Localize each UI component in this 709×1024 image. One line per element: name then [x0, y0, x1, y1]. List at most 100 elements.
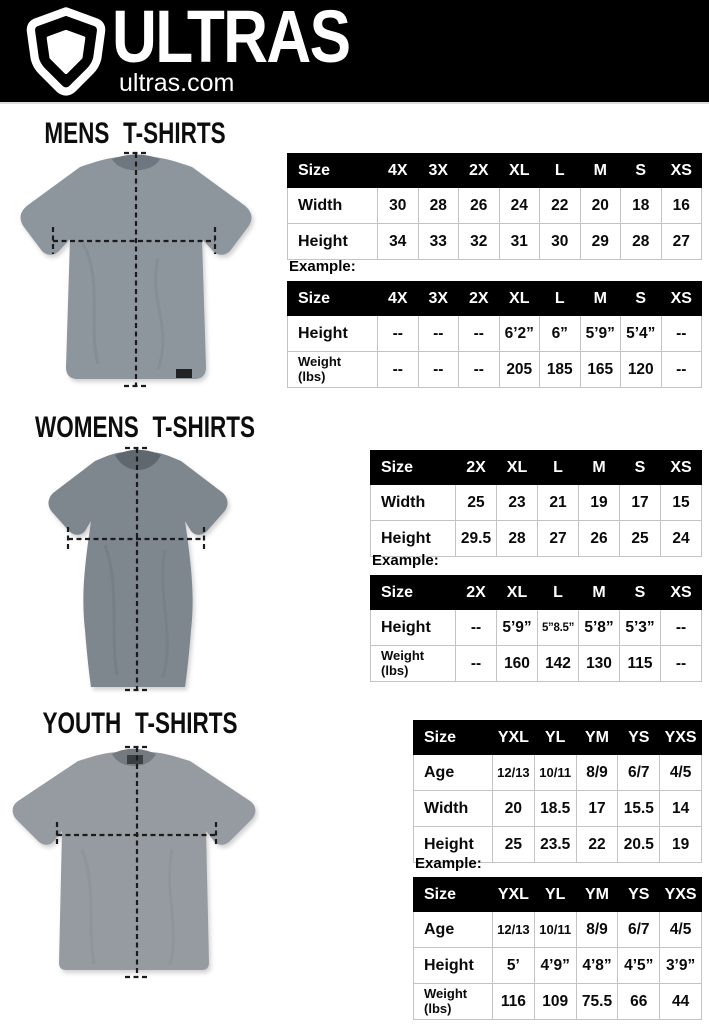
size-column-header: L: [539, 281, 581, 316]
value-cell: 30: [539, 223, 581, 260]
size-column-header: YXS: [659, 877, 702, 912]
value-cell: 109: [533, 983, 577, 1020]
size-column-header: 2X: [458, 281, 500, 316]
header: ULTRAS ultras.com: [0, 0, 709, 104]
value-cell: 130: [578, 645, 620, 682]
value-cell: 21: [537, 484, 579, 521]
size-column-header: YS: [617, 720, 661, 755]
table-row: Width 30 28 26 24 22 20 18 16: [287, 187, 702, 224]
value-cell: 15: [660, 484, 702, 521]
size-column-header: YS: [617, 877, 661, 912]
youth-example-label: Example:: [415, 855, 482, 872]
mens-example-table: Size 4X 3X 2X XL L M S XS Height -- -- -- 6’2” 6” 5’9” 5…: [287, 281, 702, 388]
value-cell: 5’: [492, 947, 535, 984]
size-column-header: 2X: [458, 153, 500, 188]
size-column-label: Size: [287, 153, 378, 188]
size-column-label: Size: [413, 877, 493, 912]
value-cell: --: [417, 315, 459, 352]
value-cell: 32: [458, 223, 500, 260]
value-cell: --: [660, 609, 702, 646]
value-cell: 6’2”: [498, 315, 540, 352]
row-label: Weight (lbs): [287, 351, 378, 388]
size-column-header: M: [578, 575, 620, 610]
value-cell: 25: [619, 520, 661, 557]
value-cell: 22: [539, 187, 581, 224]
value-cell: 17: [575, 790, 619, 827]
value-cell: 116: [492, 983, 535, 1020]
size-column-header: S: [619, 450, 661, 485]
value-cell: 24: [660, 520, 702, 557]
value-cell: 19: [578, 484, 620, 521]
size-column-label: Size: [370, 575, 456, 610]
size-column-header: XL: [496, 450, 538, 485]
value-cell: --: [458, 315, 500, 352]
brand-site: ultras.com: [119, 69, 235, 97]
size-column-header: S: [620, 153, 662, 188]
size-column-header: YM: [575, 877, 619, 912]
size-column-header: XS: [660, 450, 702, 485]
value-cell: --: [660, 315, 702, 352]
table-row: Age 12/13 10/11 8/9 6/7 4/5: [413, 754, 702, 791]
value-cell: 6”: [539, 315, 581, 352]
value-cell: 185: [539, 351, 581, 388]
value-cell: --: [660, 645, 702, 682]
brand-name: ULTRAS: [112, 0, 351, 78]
value-cell: --: [455, 609, 497, 646]
size-column-header: XL: [496, 575, 538, 610]
row-label: Width: [287, 187, 378, 224]
value-cell: 23: [496, 484, 538, 521]
value-cell: 24: [498, 187, 540, 224]
value-cell: 28: [496, 520, 538, 557]
size-column-header: S: [620, 281, 662, 316]
womens-example-table: Size 2X XL L M S XS Height -- 5’9” 5”8.5” 5’8” 5’3” -…: [370, 575, 702, 682]
size-column-label: Size: [370, 450, 456, 485]
size-column-header: XL: [498, 281, 540, 316]
size-column-header: XS: [660, 153, 702, 188]
table-row: Weight (lbs) -- 160 142 130 115 --: [370, 645, 702, 682]
value-cell: 29.5: [455, 520, 497, 557]
hem-tag: [176, 369, 192, 378]
value-cell: 16: [660, 187, 702, 224]
size-column-header: YXS: [659, 720, 702, 755]
table-row: Width 25 23 21 19 17 15: [370, 484, 702, 521]
mens-example-label: Example:: [289, 258, 356, 275]
value-cell: 4’8”: [575, 947, 619, 984]
size-column-header: 3X: [417, 153, 459, 188]
section-title-mens: MENS T-SHIRTS: [44, 117, 226, 150]
value-cell: 10/11: [533, 911, 577, 948]
value-cell: 34: [377, 223, 419, 260]
value-cell: --: [660, 351, 702, 388]
size-column-header: 2X: [455, 575, 497, 610]
row-label: Height: [287, 223, 378, 260]
value-cell: 5’9”: [496, 609, 538, 646]
value-cell: 4’5”: [617, 947, 661, 984]
value-cell: 10/11: [533, 754, 577, 791]
table-row: Height 34 33 32 31 30 29 28 27: [287, 223, 702, 260]
table-row: Height -- -- -- 6’2” 6” 5’9” 5’4” --: [287, 315, 702, 352]
value-cell: 27: [660, 223, 702, 260]
section-title-womens: WOMENS T-SHIRTS: [35, 411, 256, 444]
row-label: Height: [287, 315, 378, 352]
value-cell: 25: [455, 484, 497, 521]
size-column-header: XS: [660, 281, 702, 316]
size-column-header: YXL: [492, 720, 535, 755]
table-row: Height -- 5’9” 5”8.5” 5’8” 5’3” --: [370, 609, 702, 646]
row-label: Weight (lbs): [413, 983, 493, 1020]
size-column-label: Size: [413, 720, 493, 755]
value-cell: --: [377, 351, 419, 388]
value-cell: 6/7: [617, 911, 661, 948]
value-cell: 205: [498, 351, 540, 388]
pentagon-badge-icon: [26, 7, 106, 96]
value-cell: --: [458, 351, 500, 388]
value-cell: 5’4”: [620, 315, 662, 352]
size-column-header: 3X: [417, 281, 459, 316]
size-column-header: XL: [498, 153, 540, 188]
value-cell: 8/9: [575, 754, 619, 791]
youth-size-table: Size YXL YL YM YS YXS Age 12/13 10/11 8/9 6/7 4/5 Wi…: [413, 720, 702, 863]
value-cell: 19: [659, 826, 702, 863]
youth-tshirt-image: [12, 745, 256, 979]
womens-tshirt-image: [48, 446, 228, 692]
mens-tshirt-image: [20, 151, 252, 388]
measurement-lines: [66, 446, 206, 692]
